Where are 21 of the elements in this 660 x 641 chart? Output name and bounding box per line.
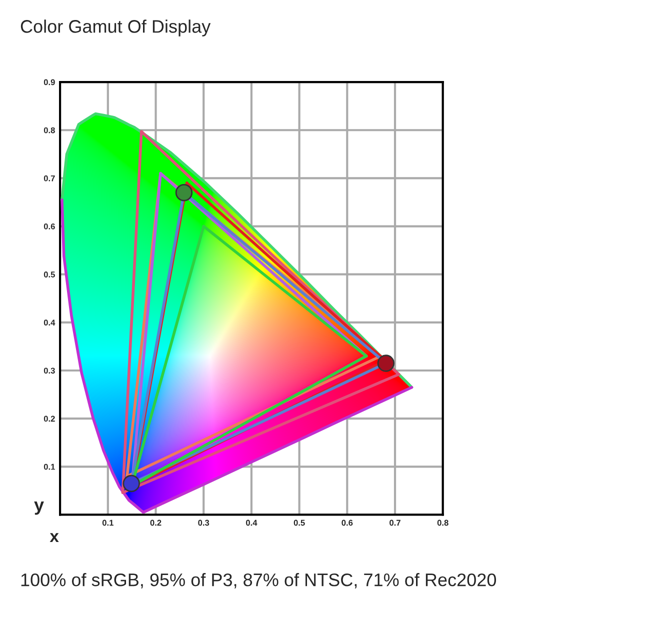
x-tick-label: 0.4 [246,520,258,526]
y-tick-label: 0.5 [44,272,55,278]
y-axis-title: y [34,501,44,515]
y-tick-label: 0.1 [44,464,55,470]
x-tick-label: 0.5 [294,520,305,526]
x-tick-label: 0.1 [102,520,114,526]
x-tick-label: 0.8 [437,520,448,526]
y-tick-label: 0.7 [44,175,55,182]
y-tick-label: 0.4 [44,320,56,326]
y-tick-label: 0.6 [44,223,55,230]
x-tick-label: 0.7 [390,520,400,526]
y-tick-label: 0.2 [44,416,55,422]
x-tick-label: 0.6 [342,520,353,526]
y-tick-label: 0.9 [44,79,55,86]
text: 100% of sRGB, 95% of P3, 87% of NTSC, 71% of Rec2020 [21,573,496,588]
x-axis-title: x [50,533,59,542]
y-tick-label: 0.3 [44,368,55,374]
y-tick-label: 0.8 [44,127,55,134]
chart-title: Color Gamut Of Display [20,20,211,36]
x-tick-label: 0.3 [198,520,210,526]
x-tick-label: 0.2 [150,520,162,526]
